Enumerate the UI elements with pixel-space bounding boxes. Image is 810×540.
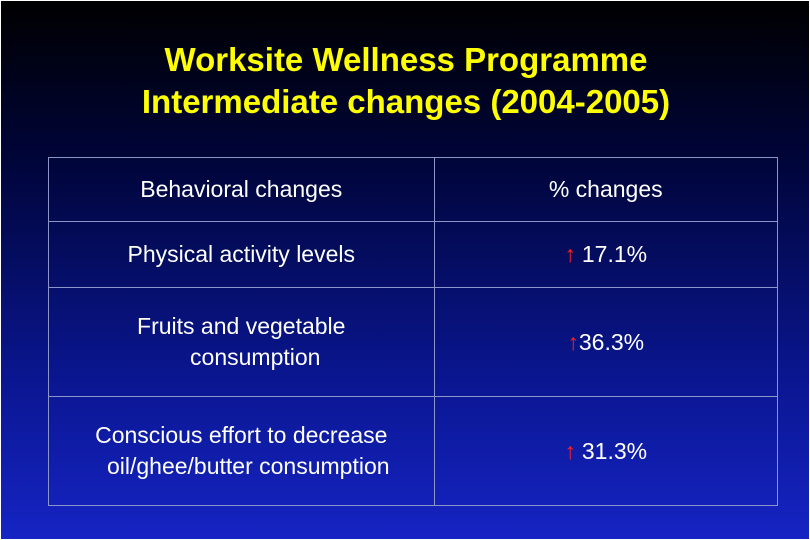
row-label-line-2: consumption xyxy=(190,344,321,370)
title-line-2: Intermediate changes (2004-2005) xyxy=(141,83,671,120)
row-label-line-1: Conscious effort to decrease xyxy=(95,422,388,448)
row-label: Conscious effort to decrease oil/ghee/bu… xyxy=(48,396,435,506)
row-label-line-1: Physical activity levels xyxy=(127,241,356,267)
up-arrow-icon: ↑ xyxy=(567,328,579,355)
row-value-cell: ↑ 17.1% xyxy=(433,221,779,288)
table-row: Fruits and vegetable consumption ↑36.3% xyxy=(48,287,779,397)
up-arrow-icon: ↑ xyxy=(564,241,576,267)
changes-table: Behavioral changes % changes Physical ac… xyxy=(48,157,779,506)
table-row: Physical activity levels ↑ 17.1% xyxy=(48,221,779,288)
row-label-line-2: oil/ghee/butter consumption xyxy=(106,453,390,479)
table-row: Conscious effort to decrease oil/ghee/bu… xyxy=(48,396,779,506)
header-behavioral-changes: Behavioral changes xyxy=(48,157,435,222)
table-header-row: Behavioral changes % changes xyxy=(48,157,779,222)
row-value: 31.3% xyxy=(581,437,648,464)
row-label-line-1: Fruits and vegetable xyxy=(137,313,346,339)
row-value-cell: ↑ 31.3% xyxy=(433,396,779,506)
row-value-cell: ↑36.3% xyxy=(433,287,779,397)
row-label: Fruits and vegetable consumption xyxy=(48,287,435,397)
row-value: 36.3% xyxy=(578,328,645,355)
header-percent-changes: % changes xyxy=(433,157,779,222)
row-label: Physical activity levels xyxy=(48,221,435,288)
slide-title: Worksite Wellness Programme Intermediate… xyxy=(1,39,810,123)
title-line-1: Worksite Wellness Programme xyxy=(164,41,648,78)
up-arrow-icon: ↑ xyxy=(564,437,576,464)
row-value: 17.1% xyxy=(581,241,648,267)
